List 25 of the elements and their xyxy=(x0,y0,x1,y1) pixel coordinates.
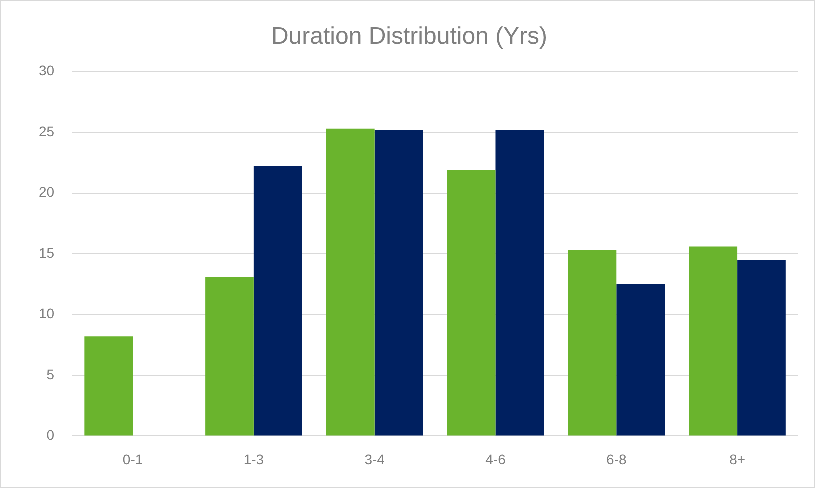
bar xyxy=(206,277,254,436)
x-tick-label: 4-6 xyxy=(486,451,506,468)
y-tick-label: 0 xyxy=(46,427,55,444)
x-tick-label: 6-8 xyxy=(606,451,627,468)
chart-title: Duration Distribution (Yrs) xyxy=(271,23,548,50)
x-tick-label: 1-3 xyxy=(244,451,264,468)
x-tick-label: 3-4 xyxy=(364,451,386,468)
y-tick-label: 15 xyxy=(38,244,55,261)
x-tick-label: 0-1 xyxy=(122,451,144,468)
bar xyxy=(326,128,375,436)
y-tick-label: 20 xyxy=(38,184,55,200)
bar xyxy=(689,246,738,436)
bar xyxy=(568,250,617,436)
bar xyxy=(447,170,496,436)
bar xyxy=(374,130,424,436)
bar xyxy=(254,166,302,436)
y-tick-label: 30 xyxy=(38,62,55,79)
bar xyxy=(738,260,786,436)
bar xyxy=(496,130,544,436)
y-tick-label: 5 xyxy=(46,366,55,382)
bar xyxy=(84,336,134,436)
y-tick-label: 25 xyxy=(38,123,55,140)
y-tick-label: 10 xyxy=(38,306,55,322)
bar xyxy=(616,284,666,436)
x-tick-label: 8+ xyxy=(730,451,746,468)
